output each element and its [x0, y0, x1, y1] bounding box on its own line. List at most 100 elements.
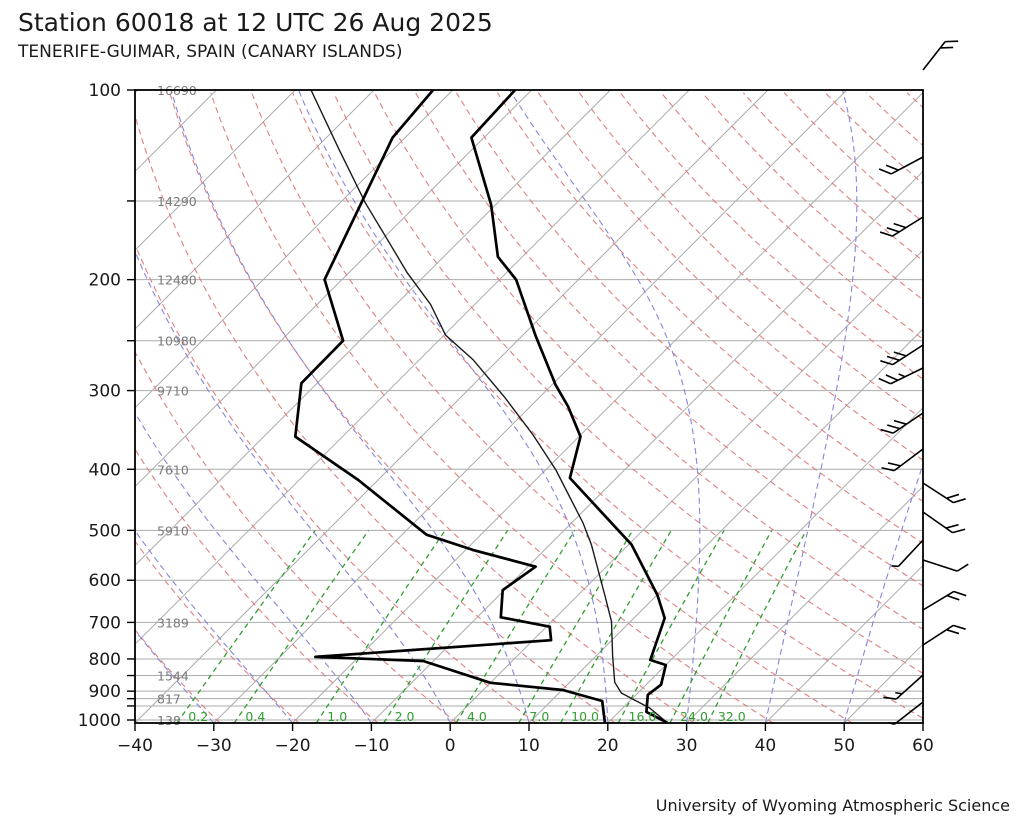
dry-adiabat-line [497, 92, 923, 503]
isotherm-line [371, 170, 923, 723]
isotherm-line [765, 564, 923, 723]
wind-barb-feather [946, 628, 960, 635]
dry-adiabat-line [865, 92, 923, 147]
moist-adiabat-line [509, 90, 701, 723]
wind-barb-staff [892, 412, 924, 434]
plot-border [134, 89, 924, 724]
wind-barb-feather [952, 528, 966, 534]
isotherm-line [528, 328, 923, 723]
dry-adiabat-line [578, 92, 923, 420]
dry-adiabat-line [210, 92, 774, 723]
mixing-ratio-line [669, 530, 773, 723]
wind-barb-feather [880, 360, 894, 366]
wind-barb-staff [892, 344, 924, 366]
mixing-ratio-label: 4.0 [467, 709, 487, 724]
dry-adiabat-line [701, 92, 923, 301]
temperature-tick-label: −40 [117, 736, 153, 756]
height-label: 138 [157, 713, 181, 728]
wind-barb-feather [886, 227, 900, 233]
temperature-tick-label: −20 [275, 736, 311, 756]
pressure-tick-label: 1000 [78, 711, 121, 731]
wind-barb-feather [953, 590, 967, 597]
mixing-ratio-lines [176, 530, 807, 723]
wind-barb-feather [893, 222, 907, 229]
isotherm-line [135, 90, 611, 567]
height-label: 9710 [157, 384, 189, 399]
isotherm-line [292, 91, 923, 723]
pressure-tick-label: 600 [89, 571, 121, 591]
dry-adiabat-line [989, 93, 1024, 723]
mixing-ratio-label: 0.4 [245, 709, 265, 724]
wind-barb-feather [885, 374, 899, 382]
mixing-ratio-label: 32.0 [718, 709, 746, 724]
moist-adiabat-line [764, 90, 858, 723]
temperature-tick-label: 0 [445, 736, 456, 756]
wind-barb-feather [898, 373, 906, 378]
height-label: 14290 [157, 194, 197, 209]
dry-adiabat-line [742, 92, 923, 262]
dry-adiabat-line [537, 92, 923, 461]
pressure-tick-label: 500 [89, 521, 121, 541]
dry-adiabat-line [333, 92, 923, 674]
wind-barb-staff [894, 701, 924, 725]
wind-barb-staff [897, 539, 924, 567]
mixing-ratio-line [455, 530, 576, 723]
wind-barb-staff [922, 482, 954, 504]
mixing-ratio-label: 10.0 [571, 709, 599, 724]
mixing-ratio-line [617, 530, 725, 723]
dry-adiabats [135, 92, 1024, 723]
temperature-tick-label: 40 [755, 736, 777, 756]
wind-barb-feather [893, 351, 907, 357]
moist-adiabat-line [170, 90, 530, 723]
wind-barb-staff [892, 216, 924, 237]
height-label: 817 [157, 692, 181, 707]
isotherms [135, 90, 923, 723]
pressure-tick-label: 200 [89, 271, 121, 291]
temperature-tick-label: 50 [833, 736, 855, 756]
isotherm-line [843, 643, 923, 723]
temperature-axis: −40 −30 −20 −10 0 10 20 30 40 50 60 [117, 723, 934, 756]
height-label: 1544 [157, 669, 189, 684]
dry-adiabat-line [135, 113, 616, 723]
moist-adiabat-line [0, 86, 56, 723]
pressure-tick-label: 300 [89, 382, 121, 402]
temperature-tick-label: 20 [597, 736, 619, 756]
wind-barb-staff [922, 624, 954, 646]
dry-adiabat-line [660, 92, 923, 340]
mixing-ratio-label: 2.0 [395, 709, 415, 724]
mixing-ratio-line [315, 530, 446, 723]
page-subtitle: TENERIFE-GUIMAR, SPAIN (CANARY ISLANDS) [18, 42, 403, 62]
height-labels: 1669014290124801098097107610591031891544… [157, 83, 197, 728]
isotherm-line [213, 90, 848, 723]
dry-adiabat-line [456, 92, 923, 544]
moist-adiabat-line [297, 90, 609, 723]
dry-adiabat-line [135, 629, 221, 723]
dry-adiabat-line [251, 92, 853, 723]
wind-barb-feather [895, 691, 903, 695]
wind-barb-feather [881, 466, 895, 472]
moist-adiabats [0, 86, 923, 723]
wind-barb-staff [890, 367, 924, 385]
mixing-ratio-line [518, 530, 634, 723]
dry-adiabat-line [135, 448, 379, 723]
pressure-tick-label: 800 [89, 650, 121, 670]
wind-barb-feather [880, 428, 894, 434]
wind-barb-feather [887, 721, 895, 725]
isotherm-line [135, 90, 296, 251]
pressure-tick-label: 400 [89, 460, 121, 480]
mixing-ratio-labels: 0.2 0.4 1.0 2.0 4.0 7.0 10.0 16.0 24.0 32.0 [188, 709, 745, 724]
mixing-ratio-label: 24.0 [680, 709, 708, 724]
dry-adiabat-line [374, 92, 923, 630]
wind-barb-feather [878, 168, 892, 175]
page-title: Station 60018 at 12 UTC 26 Aug 2025 [18, 8, 493, 37]
wind-barb-feather [893, 419, 907, 425]
isotherm-line [135, 90, 375, 330]
wind-barbs [878, 40, 969, 725]
wind-barb-feather [883, 696, 897, 700]
wind-barb-staff [890, 156, 924, 175]
isotherm-line [135, 90, 769, 723]
wind-barb-feather [952, 498, 966, 504]
isotherm-line [135, 90, 690, 645]
mixing-ratio-label: 7.0 [529, 709, 549, 724]
